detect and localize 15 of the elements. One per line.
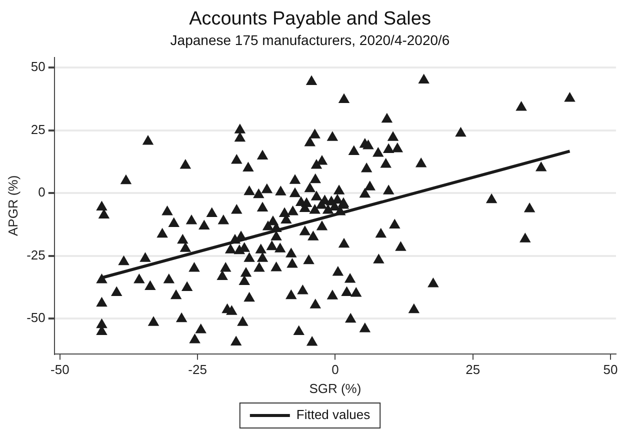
x-tick-label: 0 xyxy=(332,362,339,378)
x-tick-label: 50 xyxy=(603,362,618,378)
y-tick-label: 50 xyxy=(30,59,46,74)
y-tick-label: -50 xyxy=(26,310,46,326)
y-tick-label: 25 xyxy=(30,122,46,137)
legend-label: Fitted values xyxy=(296,407,371,422)
x-tick-label: 25 xyxy=(466,362,480,378)
y-tick-label: 0 xyxy=(38,184,46,200)
x-tick-label: -25 xyxy=(188,362,207,378)
x-tick-label: -50 xyxy=(50,362,70,378)
x-axis-title: SGR (%) xyxy=(309,380,362,396)
chart-subtitle: Japanese 175 manufacturers, 2020/4-2020/6 xyxy=(170,32,450,48)
y-axis-title: APGR (%) xyxy=(5,175,20,236)
chart-title: Accounts Payable and Sales xyxy=(189,8,431,30)
y-tick-label: -25 xyxy=(26,247,46,262)
